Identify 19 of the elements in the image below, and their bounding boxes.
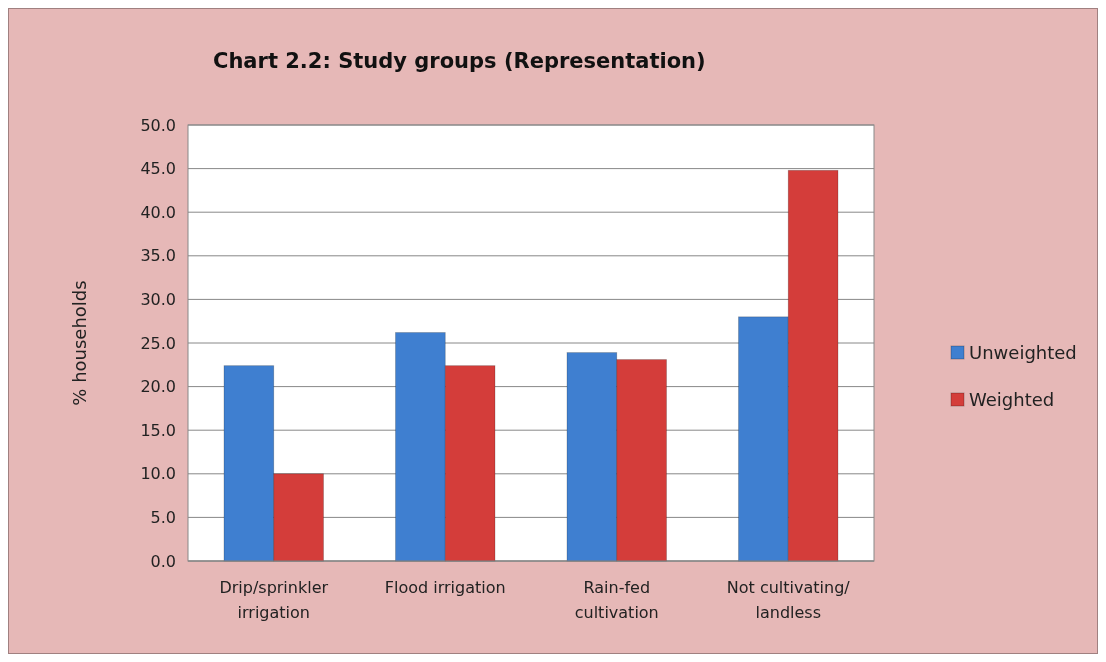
y-tick-label: 35.0 xyxy=(140,246,176,266)
y-tick-label: 30.0 xyxy=(140,290,176,309)
x-tick-label: Not cultivating/ landless xyxy=(726,578,851,622)
y-tick-label: 45.0 xyxy=(140,159,176,179)
y-tick-label: 50.0 xyxy=(140,115,176,135)
y-tick-label: 0.0 xyxy=(150,551,176,571)
legend-label: Weighted xyxy=(969,389,1055,411)
legend-label: Unweighted xyxy=(969,342,1077,364)
x-tick-label: Rain-fed cultivation xyxy=(574,578,659,622)
y-tick-label: 5.0 xyxy=(150,508,176,527)
y-tick-label: 25.0 xyxy=(140,333,176,353)
x-tick-label: Drip/sprinkler irrigation xyxy=(219,578,329,622)
y-tick-label: 20.0 xyxy=(140,377,176,397)
y-tick-label: 15.0 xyxy=(140,420,176,440)
chart-title: Chart 2.2: Study groups (Representation) xyxy=(213,49,706,73)
y-tick-label: 40.0 xyxy=(140,202,176,222)
y-axis-title: % households xyxy=(69,280,90,406)
y-tick-label: 10.0 xyxy=(140,464,176,484)
x-tick-label: Flood irrigation xyxy=(384,578,506,597)
